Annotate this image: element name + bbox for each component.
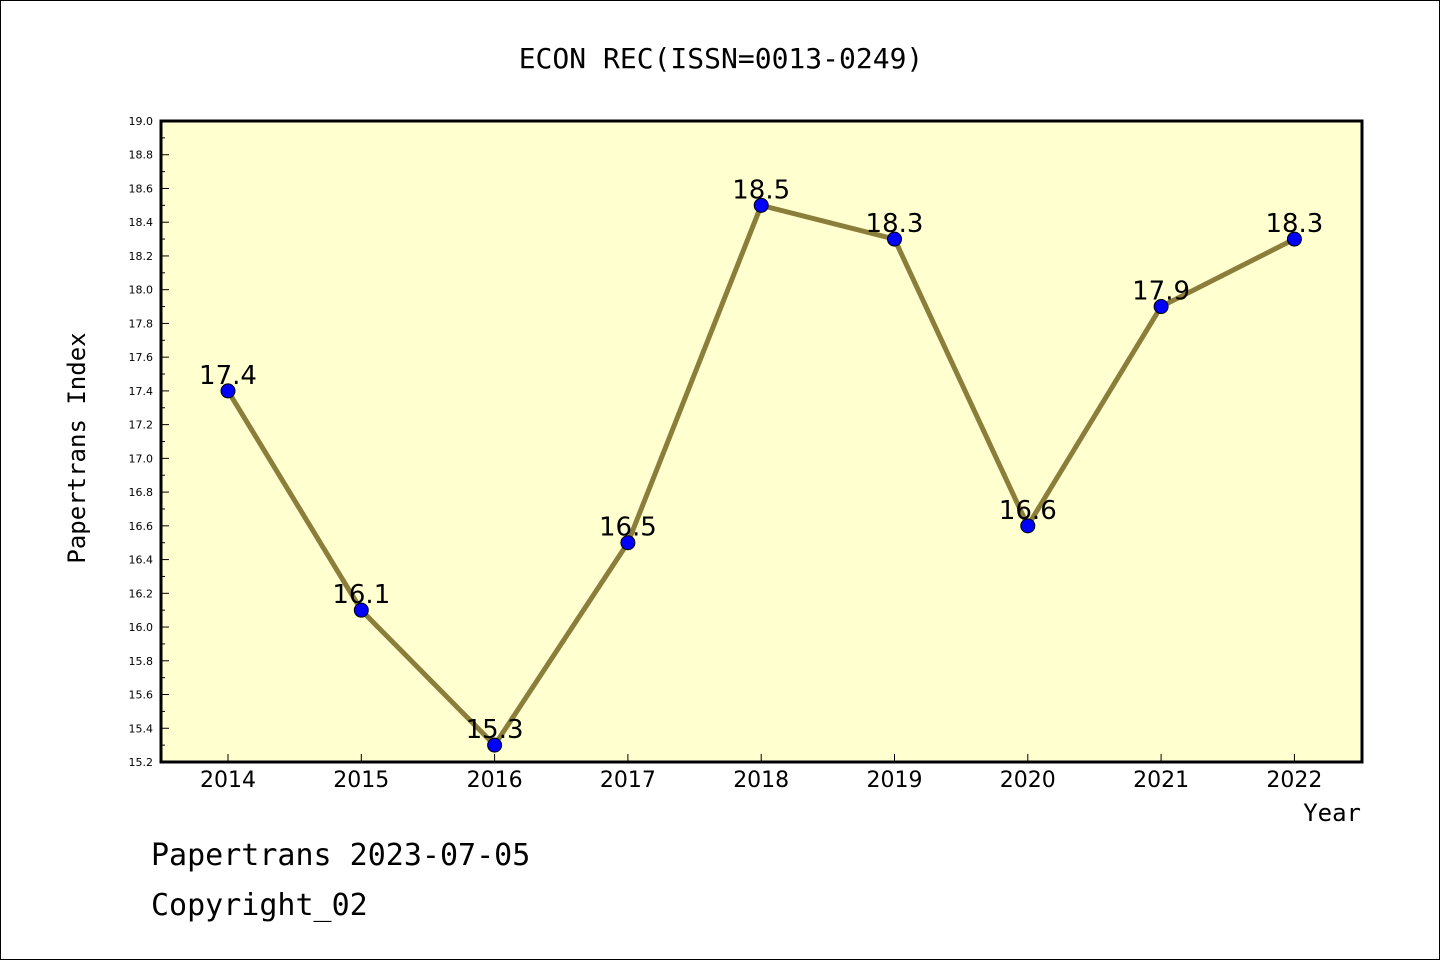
data-label: 16.6 <box>999 496 1057 526</box>
y-tick-label: 15.8 <box>129 655 154 668</box>
data-label: 16.1 <box>332 580 390 610</box>
data-point <box>1153 299 1169 315</box>
y-tick-label: 18.8 <box>129 149 154 162</box>
x-axis-label: Year <box>1303 799 1361 827</box>
x-tick-label: 2022 <box>1266 768 1322 793</box>
data-point <box>220 383 236 399</box>
x-tick-label: 2017 <box>600 768 656 793</box>
footer-copyright: Copyright_02 <box>151 888 368 923</box>
y-tick-label: 17.4 <box>129 385 154 398</box>
data-label: 17.4 <box>199 361 257 391</box>
x-tick-label: 2021 <box>1133 768 1189 793</box>
y-axis: 15.2 15.4 15.6 15.8 16.0 16.2 16.4 16.6 16.8 17.0… <box>129 115 169 769</box>
data-label: 18.5 <box>732 175 790 205</box>
x-tick-label: 2020 <box>1000 768 1056 793</box>
y-axis-label: Papertrans Index <box>63 332 91 563</box>
data-markers <box>220 197 1302 753</box>
y-tick-label: 18.4 <box>129 216 154 229</box>
data-label: 16.5 <box>599 513 657 543</box>
data-point <box>1286 231 1302 247</box>
footer-date: Papertrans 2023-07-05 <box>151 838 530 873</box>
y-tick-label: 17.0 <box>129 452 154 465</box>
chart-title: ECON REC(ISSN=0013-0249) <box>519 42 924 75</box>
y-tick-label: 18.6 <box>129 182 154 195</box>
x-axis: 2014 2015 2016 2017 2018 2019 2020 2021 2022 <box>200 754 1322 793</box>
x-tick-label: 2014 <box>200 768 256 793</box>
y-tick-label: 16.4 <box>129 554 154 567</box>
y-tick-label: 17.8 <box>129 317 154 330</box>
data-label: 18.3 <box>1265 209 1323 239</box>
x-tick-label: 2015 <box>333 768 389 793</box>
x-tick-label: 2016 <box>467 768 523 793</box>
plot-area <box>159 119 1364 764</box>
data-point <box>887 231 902 247</box>
y-tick-label: 15.6 <box>129 689 154 702</box>
data-label: 17.9 <box>1132 277 1190 307</box>
y-tick-label: 17.2 <box>129 419 154 432</box>
y-tick-label: 15.2 <box>129 756 154 769</box>
y-tick-label: 18.0 <box>129 284 154 297</box>
y-tick-label: 16.0 <box>129 621 154 634</box>
y-tick-label: 16.8 <box>129 486 154 499</box>
data-point <box>353 602 369 618</box>
data-point <box>487 737 503 753</box>
data-point <box>1020 518 1036 534</box>
data-label: 18.3 <box>866 209 924 239</box>
data-label: 15.3 <box>466 715 524 745</box>
y-tick-label: 16.2 <box>129 587 154 600</box>
data-labels: 17.4 16.1 15.3 16.5 18.5 18.3 16.6 17.9 18.3 <box>199 175 1323 745</box>
x-tick-label: 2018 <box>733 768 789 793</box>
data-point <box>753 197 769 213</box>
y-tick-label: 18.2 <box>129 250 154 263</box>
y-tick-label: 19.0 <box>129 115 154 128</box>
y-tick-label: 16.6 <box>129 520 154 533</box>
y-tick-label: 15.4 <box>129 722 154 735</box>
y-tick-label: 17.6 <box>129 351 154 364</box>
data-point <box>620 535 636 551</box>
x-tick-label: 2019 <box>867 768 923 793</box>
